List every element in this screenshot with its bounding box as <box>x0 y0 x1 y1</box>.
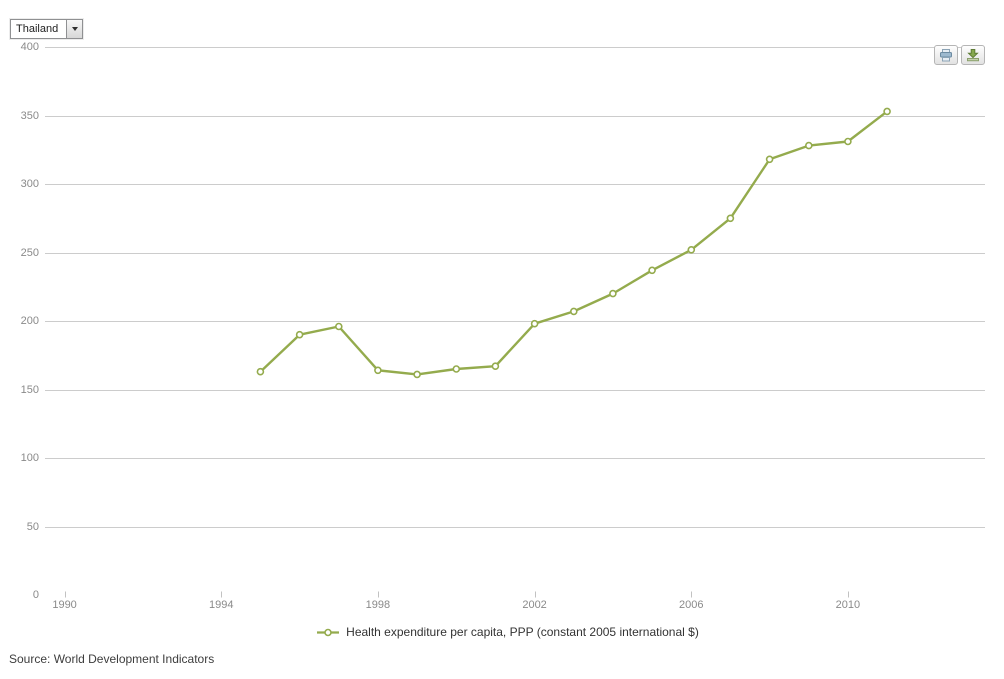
y-axis-label: 200 <box>20 315 39 327</box>
data-point-1998[interactable] <box>374 366 382 375</box>
source-text: Source: World Development Indicators <box>9 652 215 666</box>
country-selector-value: Thailand <box>16 23 59 35</box>
data-point-1995[interactable] <box>256 367 265 376</box>
data-point-2002[interactable] <box>530 319 539 328</box>
printer-icon <box>940 48 952 61</box>
data-point-2000[interactable] <box>452 365 461 373</box>
legend-marker-icon <box>317 628 340 636</box>
y-axis-label: 400 <box>20 41 39 53</box>
data-point-2007[interactable] <box>726 214 735 223</box>
chevron-down-icon[interactable] <box>66 20 83 38</box>
data-point-2006[interactable] <box>687 246 696 254</box>
y-axis-label: 0 <box>32 589 39 601</box>
print-button[interactable] <box>934 45 958 65</box>
data-point-1997[interactable] <box>334 322 343 331</box>
data-point-2009[interactable] <box>804 141 813 150</box>
y-axis-label: 50 <box>26 520 39 533</box>
data-point-2010[interactable] <box>844 137 852 146</box>
y-axis-label: 350 <box>20 109 39 122</box>
x-axis-label: 1994 <box>209 599 234 611</box>
x-axis-label: 2002 <box>522 599 547 611</box>
y-axis-label: 150 <box>20 383 39 396</box>
data-point-2011[interactable] <box>883 107 891 116</box>
dropdown-arrow-glyph <box>71 27 78 31</box>
data-point-2008[interactable] <box>765 155 774 164</box>
legend: Health expenditure per capita, PPP (cons… <box>0 625 1004 639</box>
x-axis-label: 2006 <box>679 599 704 611</box>
y-axis-label: 300 <box>20 178 39 190</box>
data-point-1996[interactable] <box>295 330 304 339</box>
legend-label: Health expenditure per capita, PPP (cons… <box>346 625 699 639</box>
x-axis-label: 2010 <box>835 599 861 611</box>
data-point-1999[interactable] <box>413 370 421 379</box>
data-point-2005[interactable] <box>648 266 656 275</box>
data-point-2003[interactable] <box>569 307 578 316</box>
download-button[interactable] <box>961 45 985 65</box>
data-point-2004[interactable] <box>609 289 617 298</box>
x-axis-label: 1990 <box>52 599 77 611</box>
country-selector[interactable]: Thailand <box>10 19 84 39</box>
series-line <box>259 110 889 376</box>
download-arrow-icon <box>967 48 979 61</box>
data-point-2001[interactable] <box>491 362 500 371</box>
y-axis-label: 100 <box>20 452 39 464</box>
export-toolbar <box>934 45 985 65</box>
x-axis-label: 1998 <box>365 599 391 611</box>
y-axis-label: 250 <box>20 246 39 259</box>
